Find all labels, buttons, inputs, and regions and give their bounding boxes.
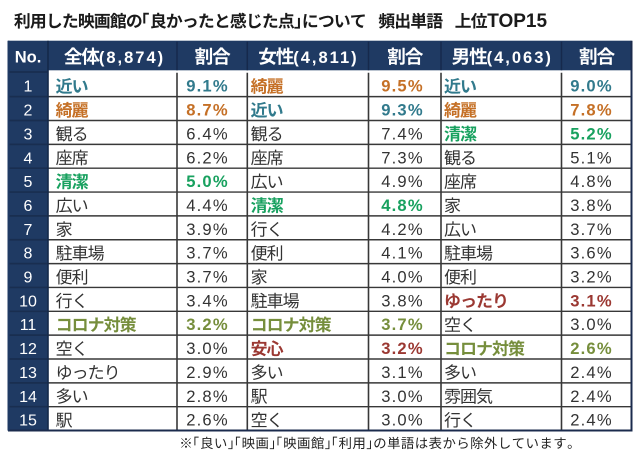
svg-text:2.4%: 2.4% [570, 411, 613, 430]
svg-text:4.1%: 4.1% [381, 244, 424, 263]
svg-text:4.8%: 4.8% [381, 196, 424, 215]
svg-text:9: 9 [24, 270, 33, 287]
svg-text:6: 6 [24, 198, 33, 215]
svg-text:2.4%: 2.4% [570, 363, 613, 382]
svg-text:3.4%: 3.4% [186, 291, 229, 310]
svg-text:14: 14 [19, 389, 37, 406]
svg-text:10: 10 [19, 293, 37, 310]
svg-text:3.8%: 3.8% [381, 291, 424, 310]
svg-text:8: 8 [24, 246, 33, 263]
svg-text:3.7%: 3.7% [186, 244, 229, 263]
svg-text:2.6%: 2.6% [186, 411, 229, 430]
svg-text:(4,811): (4,811) [293, 49, 358, 67]
svg-text:(4,063): (4,063) [487, 49, 553, 67]
svg-text:7.4%: 7.4% [381, 124, 424, 143]
svg-text:4.8%: 4.8% [570, 172, 613, 191]
svg-text:3.2%: 3.2% [570, 268, 613, 287]
svg-text:3.7%: 3.7% [570, 220, 613, 239]
svg-text:15: 15 [19, 413, 37, 430]
svg-text:3.1%: 3.1% [381, 363, 424, 382]
svg-text:7.8%: 7.8% [570, 101, 613, 120]
svg-text:8.7%: 8.7% [186, 101, 229, 120]
svg-text:9.0%: 9.0% [570, 77, 613, 96]
svg-text:4.9%: 4.9% [381, 172, 424, 191]
svg-text:5.2%: 5.2% [570, 124, 613, 143]
svg-text:9.5%: 9.5% [381, 77, 424, 96]
svg-text:3.0%: 3.0% [381, 387, 424, 406]
svg-text:4.0%: 4.0% [381, 268, 424, 287]
svg-text:5: 5 [24, 174, 33, 191]
svg-text:3.6%: 3.6% [570, 244, 613, 263]
svg-text:4.2%: 4.2% [381, 220, 424, 239]
svg-text:2.9%: 2.9% [186, 363, 229, 382]
svg-text:3.9%: 3.9% [186, 220, 229, 239]
svg-text:6.4%: 6.4% [186, 124, 229, 143]
svg-text:4.4%: 4.4% [186, 196, 229, 215]
svg-text:3.0%: 3.0% [186, 339, 229, 358]
svg-text:7: 7 [24, 222, 33, 239]
svg-text:2.8%: 2.8% [186, 387, 229, 406]
svg-text:11: 11 [20, 317, 37, 334]
svg-text:9.3%: 9.3% [381, 101, 424, 120]
svg-text:2.6%: 2.6% [570, 339, 613, 358]
svg-text:9.1%: 9.1% [186, 77, 229, 96]
svg-text:3.2%: 3.2% [186, 315, 229, 334]
svg-text:3: 3 [24, 126, 33, 143]
svg-text:3.8%: 3.8% [570, 196, 613, 215]
svg-text:4: 4 [24, 150, 33, 167]
svg-text:2.4%: 2.4% [570, 387, 613, 406]
svg-text:No.: No. [15, 49, 42, 67]
svg-text:1: 1 [24, 79, 33, 96]
svg-text:3.0%: 3.0% [570, 315, 613, 334]
svg-text:7.3%: 7.3% [381, 148, 424, 167]
svg-text:2: 2 [24, 103, 33, 120]
svg-text:3.2%: 3.2% [381, 339, 424, 358]
svg-text:13: 13 [19, 365, 37, 382]
svg-text:5.0%: 5.0% [186, 172, 229, 191]
svg-text:TOP15: TOP15 [487, 11, 547, 32]
svg-text:3.7%: 3.7% [186, 268, 229, 287]
svg-text:(8,874): (8,874) [99, 49, 165, 67]
svg-text:3.7%: 3.7% [381, 315, 424, 334]
svg-text:3.0%: 3.0% [381, 411, 424, 430]
svg-text:3.1%: 3.1% [570, 291, 613, 310]
svg-text:6.2%: 6.2% [186, 148, 229, 167]
svg-text:12: 12 [19, 341, 37, 358]
svg-text:5.1%: 5.1% [570, 148, 613, 167]
